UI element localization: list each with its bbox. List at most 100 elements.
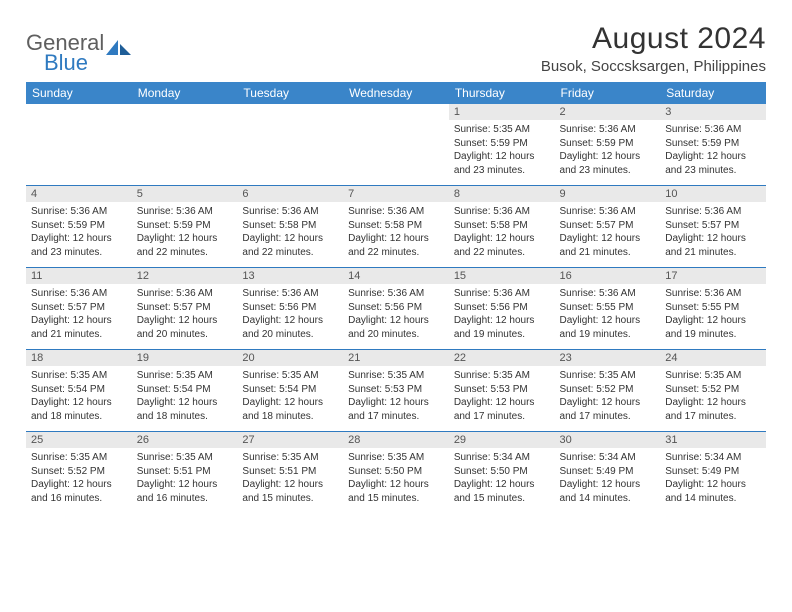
sunset-line: Sunset: 5:59 PM bbox=[454, 137, 550, 151]
daylight-line: Daylight: 12 hours and 22 minutes. bbox=[242, 232, 338, 259]
sunrise-line: Sunrise: 5:35 AM bbox=[31, 369, 127, 383]
sunset-line: Sunset: 5:53 PM bbox=[348, 383, 444, 397]
daylight-line: Daylight: 12 hours and 19 minutes. bbox=[454, 314, 550, 341]
sunrise-line: Sunrise: 5:36 AM bbox=[560, 123, 656, 137]
sunset-line: Sunset: 5:59 PM bbox=[137, 219, 233, 233]
daylight-line: Daylight: 12 hours and 22 minutes. bbox=[348, 232, 444, 259]
sunrise-line: Sunrise: 5:35 AM bbox=[560, 369, 656, 383]
day-number-cell: 2 bbox=[555, 104, 661, 120]
sunset-line: Sunset: 5:56 PM bbox=[348, 301, 444, 315]
day-number-cell: 22 bbox=[449, 350, 555, 366]
day-number-row: 25262728293031 bbox=[26, 432, 766, 448]
daylight-line: Daylight: 12 hours and 14 minutes. bbox=[665, 478, 761, 505]
day-info-cell: Sunrise: 5:36 AMSunset: 5:59 PMDaylight:… bbox=[26, 202, 132, 268]
day-number-cell: 19 bbox=[132, 350, 238, 366]
sunset-line: Sunset: 5:58 PM bbox=[348, 219, 444, 233]
daylight-line: Daylight: 12 hours and 22 minutes. bbox=[454, 232, 550, 259]
day-info-cell: Sunrise: 5:36 AMSunset: 5:56 PMDaylight:… bbox=[449, 284, 555, 350]
daylight-line: Daylight: 12 hours and 15 minutes. bbox=[454, 478, 550, 505]
sunrise-line: Sunrise: 5:36 AM bbox=[31, 205, 127, 219]
sunrise-line: Sunrise: 5:34 AM bbox=[560, 451, 656, 465]
sunset-line: Sunset: 5:58 PM bbox=[454, 219, 550, 233]
sunrise-line: Sunrise: 5:36 AM bbox=[242, 287, 338, 301]
sunset-line: Sunset: 5:55 PM bbox=[665, 301, 761, 315]
sunrise-line: Sunrise: 5:36 AM bbox=[560, 287, 656, 301]
daylight-line: Daylight: 12 hours and 15 minutes. bbox=[242, 478, 338, 505]
sunset-line: Sunset: 5:51 PM bbox=[137, 465, 233, 479]
daylight-line: Daylight: 12 hours and 19 minutes. bbox=[665, 314, 761, 341]
daylight-line: Daylight: 12 hours and 23 minutes. bbox=[560, 150, 656, 177]
sunset-line: Sunset: 5:51 PM bbox=[242, 465, 338, 479]
sunrise-line: Sunrise: 5:34 AM bbox=[454, 451, 550, 465]
day-info-cell: Sunrise: 5:35 AMSunset: 5:52 PMDaylight:… bbox=[26, 448, 132, 513]
day-number-cell bbox=[237, 104, 343, 120]
day-info-row: Sunrise: 5:35 AMSunset: 5:52 PMDaylight:… bbox=[26, 448, 766, 513]
day-number-cell: 28 bbox=[343, 432, 449, 448]
month-year-title: August 2024 bbox=[541, 22, 766, 56]
daylight-line: Daylight: 12 hours and 16 minutes. bbox=[31, 478, 127, 505]
sunrise-line: Sunrise: 5:35 AM bbox=[242, 369, 338, 383]
day-info-cell: Sunrise: 5:34 AMSunset: 5:50 PMDaylight:… bbox=[449, 448, 555, 513]
sunrise-line: Sunrise: 5:35 AM bbox=[665, 369, 761, 383]
daylight-line: Daylight: 12 hours and 15 minutes. bbox=[348, 478, 444, 505]
day-info-cell: Sunrise: 5:36 AMSunset: 5:55 PMDaylight:… bbox=[660, 284, 766, 350]
day-info-cell: Sunrise: 5:36 AMSunset: 5:57 PMDaylight:… bbox=[660, 202, 766, 268]
day-info-cell: Sunrise: 5:36 AMSunset: 5:58 PMDaylight:… bbox=[343, 202, 449, 268]
sunset-line: Sunset: 5:50 PM bbox=[348, 465, 444, 479]
sunrise-line: Sunrise: 5:36 AM bbox=[348, 205, 444, 219]
day-number-cell: 18 bbox=[26, 350, 132, 366]
sunset-line: Sunset: 5:59 PM bbox=[31, 219, 127, 233]
sunrise-line: Sunrise: 5:35 AM bbox=[242, 451, 338, 465]
sunset-line: Sunset: 5:50 PM bbox=[454, 465, 550, 479]
daylight-line: Daylight: 12 hours and 22 minutes. bbox=[137, 232, 233, 259]
daylight-line: Daylight: 12 hours and 17 minutes. bbox=[560, 396, 656, 423]
daylight-line: Daylight: 12 hours and 17 minutes. bbox=[665, 396, 761, 423]
day-number-cell: 10 bbox=[660, 186, 766, 202]
day-info-cell: Sunrise: 5:36 AMSunset: 5:59 PMDaylight:… bbox=[660, 120, 766, 186]
day-info-cell bbox=[343, 120, 449, 186]
day-number-cell: 9 bbox=[555, 186, 661, 202]
sunrise-line: Sunrise: 5:36 AM bbox=[454, 287, 550, 301]
sunset-line: Sunset: 5:57 PM bbox=[137, 301, 233, 315]
sunset-line: Sunset: 5:57 PM bbox=[560, 219, 656, 233]
sunset-line: Sunset: 5:52 PM bbox=[31, 465, 127, 479]
day-number-cell: 8 bbox=[449, 186, 555, 202]
daylight-line: Daylight: 12 hours and 18 minutes. bbox=[242, 396, 338, 423]
day-info-cell: Sunrise: 5:36 AMSunset: 5:59 PMDaylight:… bbox=[132, 202, 238, 268]
day-number-cell: 1 bbox=[449, 104, 555, 120]
day-number-cell: 4 bbox=[26, 186, 132, 202]
day-info-cell: Sunrise: 5:36 AMSunset: 5:57 PMDaylight:… bbox=[132, 284, 238, 350]
day-number-cell bbox=[26, 104, 132, 120]
day-number-cell: 17 bbox=[660, 268, 766, 284]
sunset-line: Sunset: 5:57 PM bbox=[665, 219, 761, 233]
sunset-line: Sunset: 5:55 PM bbox=[560, 301, 656, 315]
day-info-cell: Sunrise: 5:36 AMSunset: 5:56 PMDaylight:… bbox=[343, 284, 449, 350]
day-number-cell: 30 bbox=[555, 432, 661, 448]
sunrise-line: Sunrise: 5:35 AM bbox=[454, 123, 550, 137]
day-info-cell: Sunrise: 5:35 AMSunset: 5:52 PMDaylight:… bbox=[660, 366, 766, 432]
day-info-cell: Sunrise: 5:36 AMSunset: 5:57 PMDaylight:… bbox=[555, 202, 661, 268]
sunrise-line: Sunrise: 5:36 AM bbox=[242, 205, 338, 219]
sunrise-line: Sunrise: 5:35 AM bbox=[137, 369, 233, 383]
sunrise-line: Sunrise: 5:35 AM bbox=[137, 451, 233, 465]
sunrise-line: Sunrise: 5:35 AM bbox=[454, 369, 550, 383]
sunrise-line: Sunrise: 5:35 AM bbox=[31, 451, 127, 465]
sunset-line: Sunset: 5:54 PM bbox=[137, 383, 233, 397]
day-number-cell: 14 bbox=[343, 268, 449, 284]
day-info-row: Sunrise: 5:35 AMSunset: 5:59 PM Daylight:… bbox=[26, 120, 766, 186]
header-bar: General Blue August 2024 Busok, Soccsksa… bbox=[26, 22, 766, 76]
daylight-line: Daylight: 12 hours and 18 minutes. bbox=[137, 396, 233, 423]
day-number-cell: 7 bbox=[343, 186, 449, 202]
day-number-cell: 26 bbox=[132, 432, 238, 448]
daylight-line: Daylight: 12 hours and 17 minutes. bbox=[454, 396, 550, 423]
daylight-line: Daylight: 12 hours and 21 minutes. bbox=[560, 232, 656, 259]
sunset-line: Sunset: 5:49 PM bbox=[665, 465, 761, 479]
day-number-cell: 13 bbox=[237, 268, 343, 284]
day-number-cell: 27 bbox=[237, 432, 343, 448]
day-info-cell: Sunrise: 5:35 AMSunset: 5:53 PMDaylight:… bbox=[343, 366, 449, 432]
day-number-row: 18192021222324 bbox=[26, 350, 766, 366]
title-block: August 2024 Busok, Soccsksargen, Philipp… bbox=[541, 22, 766, 75]
day-number-cell: 25 bbox=[26, 432, 132, 448]
daylight-line: Daylight: 12 hours and 14 minutes. bbox=[560, 478, 656, 505]
day-info-cell: Sunrise: 5:35 AMSunset: 5:54 PMDaylight:… bbox=[237, 366, 343, 432]
